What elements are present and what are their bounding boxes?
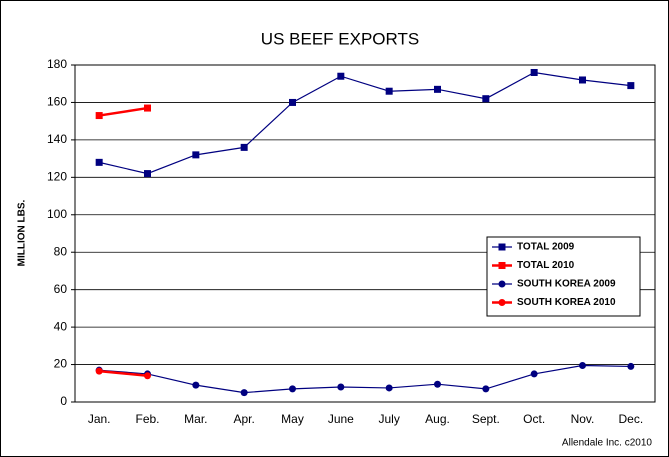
point	[434, 380, 441, 388]
y-tick-label: 60	[54, 282, 68, 296]
point	[240, 143, 248, 151]
chart-title: US BEEF EXPORTS	[261, 29, 419, 48]
series-line	[98, 106, 148, 117]
legend-marker	[498, 299, 506, 306]
legend-marker	[498, 243, 506, 251]
point	[144, 104, 151, 112]
footnote: Allendale Inc. c2010	[562, 438, 653, 449]
y-tick-label: 180	[47, 57, 67, 71]
legend-marker	[498, 262, 506, 269]
point	[434, 85, 441, 93]
legend-label: SOUTH KOREA 2009	[517, 279, 616, 290]
point	[95, 158, 103, 166]
x-tick-label: Dec.	[618, 412, 643, 426]
x-tick-label: Aug.	[425, 412, 450, 426]
x-tick-label: Jan.	[88, 412, 111, 426]
point	[482, 95, 490, 103]
point	[385, 384, 393, 392]
point	[579, 76, 586, 84]
point	[627, 362, 635, 370]
point	[289, 385, 296, 393]
series-line	[99, 71, 631, 175]
x-tick-label: Mar.	[184, 412, 207, 426]
point	[482, 385, 490, 393]
legend-label: TOTAL 2009	[517, 242, 575, 253]
point	[530, 68, 538, 76]
y-tick-label: 140	[47, 132, 67, 146]
y-tick-label: 160	[47, 95, 67, 109]
series-line	[99, 369, 148, 378]
x-tick-label: Oct.	[523, 412, 545, 426]
x-tick-label: Apr.	[233, 412, 254, 426]
point	[627, 82, 635, 90]
point	[95, 112, 103, 120]
y-tick-label: 0	[60, 394, 67, 408]
legend-marker	[498, 280, 506, 288]
y-tick-label: 80	[54, 244, 68, 258]
point	[289, 98, 296, 106]
legend-box	[486, 236, 641, 317]
y-tick-label: 40	[54, 319, 68, 333]
x-tick-label: June	[328, 412, 354, 426]
point	[240, 389, 248, 397]
point	[144, 372, 151, 380]
x-tick-label: May	[281, 412, 304, 426]
y-tick-label: 100	[47, 207, 67, 221]
y-tick-label: 20	[54, 357, 68, 371]
point	[579, 361, 586, 369]
x-tick-label: Feb.	[135, 412, 159, 426]
point	[192, 381, 200, 389]
point	[192, 151, 200, 159]
x-tick-label: Nov.	[571, 412, 595, 426]
plot-area	[74, 64, 656, 403]
point	[385, 87, 393, 95]
point	[337, 383, 345, 391]
point	[144, 170, 151, 178]
y-tick-label: 120	[47, 170, 67, 184]
y-axis-label: MILLION LBS.	[17, 199, 28, 266]
point	[337, 72, 345, 80]
legend-label: SOUTH KOREA 2010	[517, 297, 616, 308]
point	[95, 367, 103, 375]
x-tick-label: Sept.	[472, 412, 500, 426]
x-tick-label: July	[378, 412, 399, 426]
legend-label: TOTAL 2010	[517, 260, 575, 271]
series-line	[99, 364, 631, 394]
point	[530, 370, 538, 378]
